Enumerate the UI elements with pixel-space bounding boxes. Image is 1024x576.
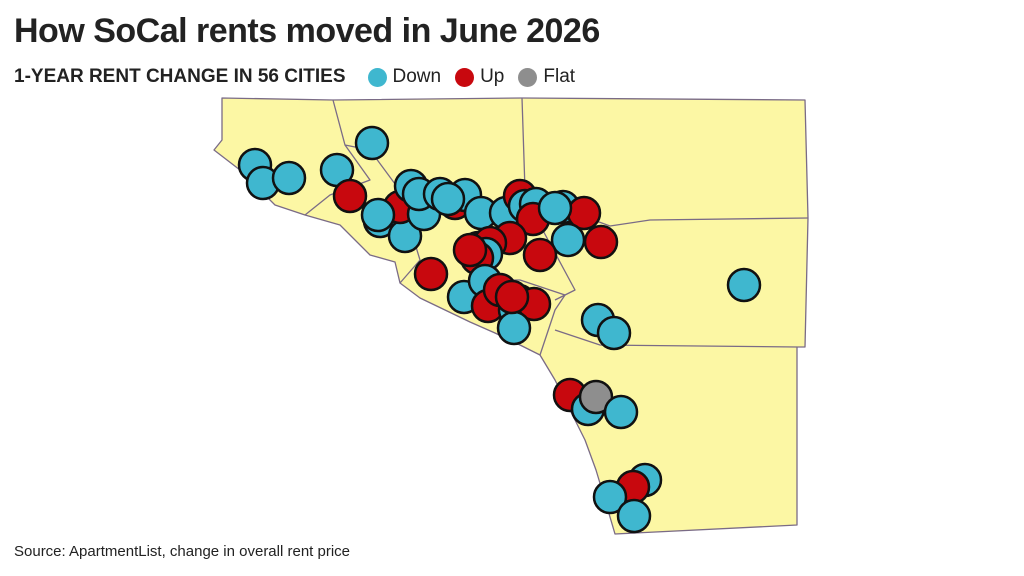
city-marker-down (360, 197, 396, 233)
legend-dot-down (367, 67, 387, 87)
chart-subtitle: 1-YEAR RENT CHANGE IN 56 CITIES (14, 66, 346, 87)
legend-label-up: Up (480, 66, 505, 87)
legend-item-flat: Flat (518, 66, 575, 88)
city-markers (237, 125, 762, 534)
city-marker-down (596, 315, 632, 351)
city-marker-down (496, 310, 532, 346)
city-marker-down (271, 160, 307, 196)
city-marker-down (603, 394, 639, 430)
city-marker-up (413, 256, 449, 292)
city-marker-flat (578, 379, 614, 415)
city-marker-up (452, 232, 488, 268)
city-marker-up (332, 178, 368, 214)
city-marker-down (537, 190, 573, 226)
county-line (304, 99, 371, 216)
legend-label-down: Down (392, 66, 442, 87)
county-line (554, 329, 798, 348)
city-marker-down (726, 267, 762, 303)
legend-item-down: Down (367, 66, 442, 88)
city-marker-down (616, 498, 652, 534)
legend-dot-up (455, 67, 475, 87)
legend-item-up: Up (455, 66, 504, 88)
city-marker-up (522, 237, 558, 273)
city-marker-down (592, 479, 628, 515)
city-marker-down (430, 181, 466, 217)
legend-dot-flat (518, 67, 538, 87)
chart-title: How SoCal rents moved in June 2026 (14, 12, 600, 50)
city-marker-down (354, 125, 390, 161)
city-marker-up (494, 279, 530, 315)
source-note: Source: ApartmentList, change in overall… (14, 543, 351, 560)
subtitle-legend-row: 1-YEAR RENT CHANGE IN 56 CITIES Down Up … (14, 66, 589, 88)
legend-label-flat: Flat (543, 66, 576, 87)
city-marker-up (583, 224, 619, 260)
